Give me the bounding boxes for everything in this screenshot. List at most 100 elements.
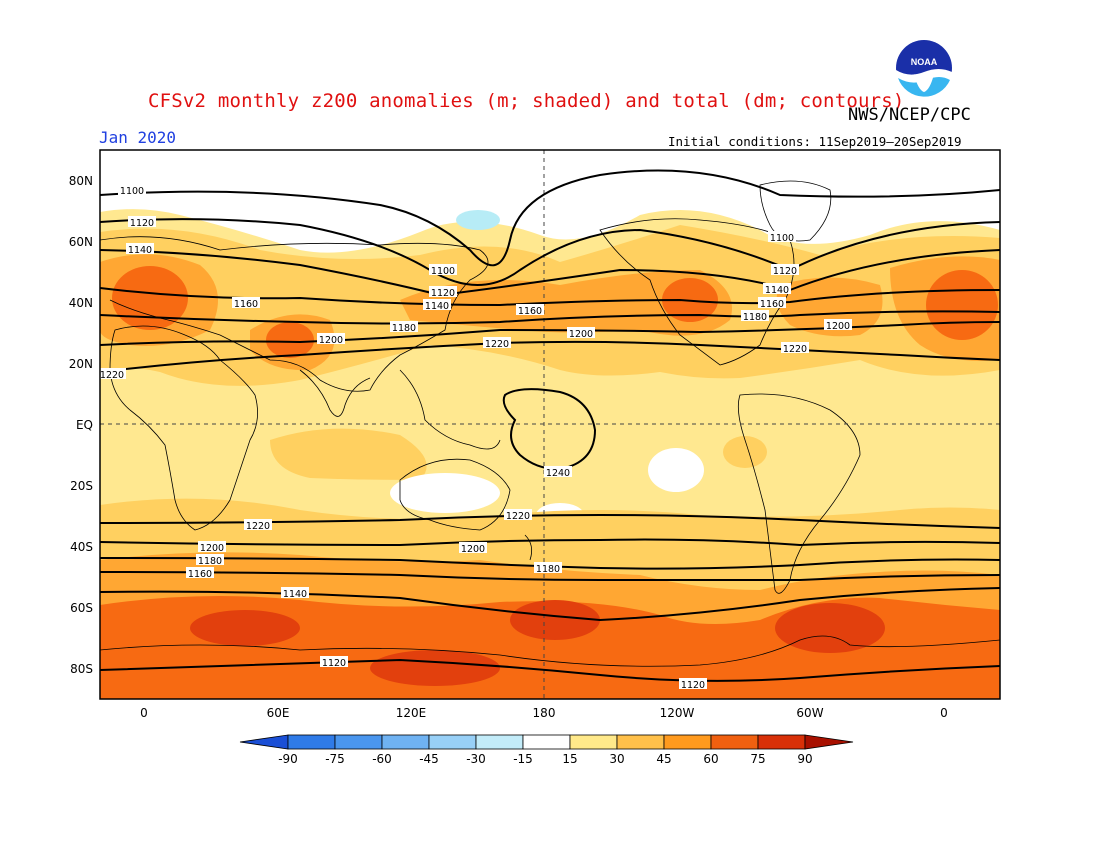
contour-label: 1160 bbox=[232, 297, 260, 310]
colorbar: -90 -75 -60 -45 -30 -15 15 30 45 60 75 90 bbox=[239, 734, 854, 766]
svg-text:1160: 1160 bbox=[760, 299, 784, 310]
colorbar-swatch bbox=[710, 734, 759, 750]
svg-text:1220: 1220 bbox=[506, 511, 530, 522]
reference-lines bbox=[100, 150, 1000, 699]
contour-label: 1200 bbox=[317, 333, 345, 346]
coast-north-america bbox=[599, 218, 795, 366]
contour-label: 1220 bbox=[244, 519, 272, 532]
shade-75-90-sh-pacific bbox=[370, 650, 500, 686]
svg-text:1180: 1180 bbox=[198, 556, 222, 567]
coast-antarctica bbox=[100, 635, 1000, 667]
contour-1140-sh bbox=[100, 587, 1000, 622]
colorbar-swatch bbox=[381, 734, 430, 750]
svg-text:1120: 1120 bbox=[431, 288, 455, 299]
lon-label: 60W bbox=[796, 706, 823, 720]
initial-conditions: Initial conditions: 11Sep2019–20Sep2019 bbox=[668, 134, 962, 149]
shade-30-45-indian bbox=[270, 428, 427, 480]
contour-label: 1200 bbox=[824, 319, 852, 332]
contour-label: 1140 bbox=[763, 283, 791, 296]
shade-75-90-sh-indian bbox=[190, 610, 300, 646]
contour-label: 1100 bbox=[768, 231, 796, 244]
contour-label: 1120 bbox=[429, 286, 457, 299]
svg-text:1180: 1180 bbox=[536, 564, 560, 575]
colorbar-label: -45 bbox=[419, 752, 439, 766]
contour-1180 bbox=[100, 310, 1000, 325]
contour-1100 bbox=[100, 169, 1000, 267]
svg-text:1220: 1220 bbox=[246, 521, 270, 532]
coast-eurasia bbox=[100, 236, 489, 392]
contour-1160 bbox=[100, 287, 1000, 307]
svg-text:1120: 1120 bbox=[322, 658, 346, 669]
contour-label: 1100 bbox=[429, 264, 457, 277]
contour-label: 1220 bbox=[483, 337, 511, 350]
lat-label: 80N bbox=[69, 174, 93, 188]
svg-text:1100: 1100 bbox=[120, 186, 144, 197]
svg-text:1160: 1160 bbox=[518, 306, 542, 317]
svg-text:1220: 1220 bbox=[485, 339, 509, 350]
lon-label: 0 bbox=[140, 706, 148, 720]
contour-label: 1200 bbox=[459, 542, 487, 555]
colorbar-label: 30 bbox=[609, 752, 624, 766]
contour-label: 1180 bbox=[534, 562, 562, 575]
colorbar-extend-low bbox=[239, 734, 289, 750]
contour-label: 1240 bbox=[544, 466, 572, 479]
lon-label: 60E bbox=[267, 706, 290, 720]
colorbar-swatch bbox=[522, 734, 571, 750]
colorbar-label: -75 bbox=[325, 752, 345, 766]
colorbar-label: 60 bbox=[703, 752, 718, 766]
contour-1160-sh bbox=[100, 571, 1000, 582]
longitude-axis: 0 60E 120E 180 120W 60W 0 bbox=[140, 706, 948, 720]
svg-text:1140: 1140 bbox=[128, 245, 152, 256]
colorbar-label: 45 bbox=[656, 752, 671, 766]
coastlines bbox=[100, 180, 1000, 667]
coast-new-zealand bbox=[524, 534, 533, 561]
contour-label: 1100 bbox=[118, 184, 146, 197]
contour-1120-sh bbox=[100, 658, 1000, 682]
colorbar-label: -30 bbox=[466, 752, 486, 766]
colorbar-swatch bbox=[287, 734, 336, 750]
coast-africa bbox=[109, 325, 258, 531]
lat-label: 40S bbox=[70, 540, 93, 554]
shade-60-75-europe bbox=[112, 266, 188, 330]
shade-30-45-sa bbox=[723, 436, 767, 468]
contour-1220-sh bbox=[100, 513, 1000, 529]
coast-india bbox=[299, 369, 371, 417]
lon-label: 120W bbox=[660, 706, 695, 720]
colorbar-label: -90 bbox=[278, 752, 298, 766]
anomaly-shading bbox=[100, 150, 1000, 699]
contour-label: 1160 bbox=[516, 304, 544, 317]
svg-text:1180: 1180 bbox=[743, 312, 767, 323]
svg-text:1200: 1200 bbox=[461, 544, 485, 555]
colorbar-swatch bbox=[475, 734, 524, 750]
map-title: CFSv2 monthly z200 anomalies (m; shaded)… bbox=[148, 90, 905, 112]
colorbar-label: 90 bbox=[797, 752, 812, 766]
agency-label: NWS/NCEP/CPC bbox=[848, 105, 971, 125]
svg-text:1160: 1160 bbox=[188, 569, 212, 580]
svg-text:1200: 1200 bbox=[569, 329, 593, 340]
colorbar-swatch bbox=[569, 734, 618, 750]
svg-text:1240: 1240 bbox=[546, 468, 570, 479]
svg-text:1200: 1200 bbox=[826, 321, 850, 332]
svg-text:1160: 1160 bbox=[234, 299, 258, 310]
svg-text:1100: 1100 bbox=[770, 233, 794, 244]
contour-1220-nh bbox=[100, 340, 1000, 373]
contour-label: 1180 bbox=[196, 554, 224, 567]
colorbar-swatch bbox=[757, 734, 806, 750]
contour-label: 1180 bbox=[741, 310, 769, 323]
lat-label: 60N bbox=[69, 235, 93, 249]
contour-label: 1180 bbox=[390, 321, 418, 334]
svg-text:1120: 1120 bbox=[130, 218, 154, 229]
lat-label: 40N bbox=[69, 296, 93, 310]
contour-label: 1220 bbox=[781, 342, 809, 355]
shade-60-75-middle-east bbox=[266, 322, 314, 358]
contour-1180-sh bbox=[100, 557, 1000, 570]
colorbar-extend-high bbox=[804, 734, 854, 750]
svg-text:NOAA: NOAA bbox=[911, 57, 938, 67]
lon-label: 180 bbox=[533, 706, 556, 720]
svg-text:1140: 1140 bbox=[283, 589, 307, 600]
lon-label: 120E bbox=[396, 706, 427, 720]
svg-text:1220: 1220 bbox=[100, 370, 124, 381]
contour-label: 1160 bbox=[758, 297, 786, 310]
shade-negative-arctic bbox=[456, 210, 500, 230]
